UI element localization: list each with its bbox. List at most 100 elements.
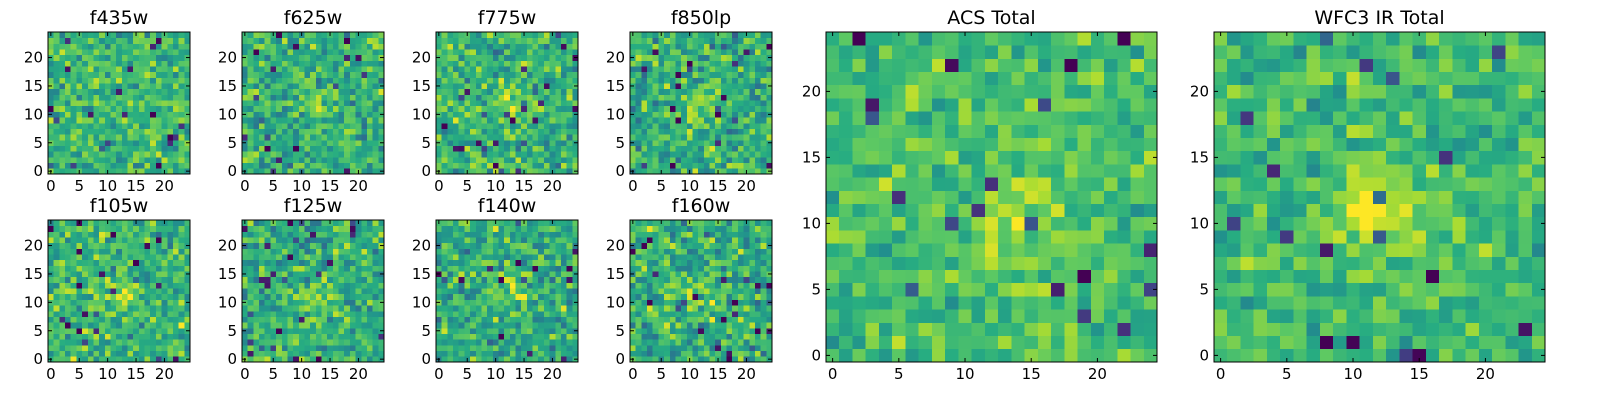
heatmap-cell [178, 66, 185, 73]
heatmap-cell [332, 156, 339, 164]
heatmap-cell [378, 156, 385, 164]
heatmap-cell [349, 327, 356, 334]
heatmap-cell [99, 265, 106, 272]
heatmap-cell [481, 322, 488, 329]
heatmap-cell [658, 299, 665, 306]
heatmap-cell [675, 88, 682, 95]
heatmap-cell [703, 111, 710, 118]
heatmap-cell [732, 122, 739, 129]
heatmap-cell [82, 88, 89, 95]
heatmap-cell [104, 276, 111, 283]
heatmap-cell [121, 339, 128, 346]
heatmap-cell [82, 83, 89, 90]
heatmap-cell [436, 43, 443, 50]
heatmap-cell [99, 333, 106, 340]
heatmap-cell [247, 43, 254, 50]
heatmap-cell [532, 94, 539, 101]
heatmap-cell [492, 145, 499, 152]
heatmap-cell [681, 77, 688, 84]
heatmap-cell [281, 32, 288, 39]
heatmap-cell [247, 37, 254, 44]
heatmap-cell [93, 151, 100, 158]
heatmap-cell [304, 49, 311, 56]
heatmap-cell [332, 327, 339, 334]
heatmap-cell [458, 32, 465, 39]
heatmap-cell [315, 322, 322, 329]
heatmap-cell [48, 156, 55, 164]
heatmap-cell [172, 316, 180, 323]
heatmap-cell [116, 156, 123, 164]
heatmap-cell [59, 162, 66, 169]
heatmap-cell [532, 151, 539, 158]
heatmap-cell [155, 151, 162, 158]
heatmap-cell [59, 242, 66, 249]
heatmap-cell [82, 220, 89, 227]
heatmap-cell [321, 327, 328, 334]
heatmap-cell [144, 356, 151, 363]
heatmap-cell [172, 32, 180, 39]
heatmap-cell [65, 43, 72, 50]
heatmap-cell [253, 32, 260, 39]
heatmap-cell [161, 151, 168, 158]
heatmap-cell [315, 162, 322, 169]
y-tick-label: 15 [218, 77, 237, 95]
heatmap-cell [121, 151, 128, 158]
heatmap-cell [361, 299, 368, 306]
heatmap-cell [475, 122, 482, 129]
heatmap-cell [566, 305, 573, 312]
heatmap-cell [178, 288, 185, 295]
heatmap-cell [184, 225, 191, 232]
heatmap-cell [754, 299, 762, 306]
heatmap-cell [133, 122, 140, 129]
heatmap-cell [532, 100, 539, 107]
heatmap-cell [138, 128, 145, 135]
heatmap-cell [287, 168, 294, 175]
heatmap-cell [509, 356, 516, 363]
heatmap-cell [87, 162, 94, 169]
heatmap-cell [441, 94, 448, 101]
heatmap-cell [372, 288, 379, 295]
heatmap-cell [253, 105, 260, 112]
heatmap-cell [498, 254, 505, 261]
heatmap-cell [692, 134, 699, 141]
heatmap-cell [338, 128, 345, 135]
heatmap-cell [104, 322, 111, 329]
heatmap-cell [447, 122, 454, 129]
heatmap-cell [184, 350, 191, 357]
heatmap-cell [378, 259, 385, 266]
heatmap-cell [116, 225, 123, 232]
heatmap-cell [315, 139, 322, 146]
heatmap-cell [264, 54, 271, 61]
heatmap-cell [87, 66, 94, 73]
heatmap-cell [298, 145, 305, 152]
heatmap-cell [652, 128, 659, 135]
heatmap-cell [487, 220, 494, 227]
heatmap-cell [481, 225, 488, 232]
heatmap-cell [464, 305, 471, 312]
heatmap-cell [470, 288, 477, 295]
heatmap-cell [133, 162, 140, 169]
heatmap-cell [82, 293, 89, 300]
heatmap-cell [133, 117, 140, 124]
heatmap-cell [121, 88, 128, 95]
heatmap-cell [669, 139, 676, 146]
heatmap-cell [242, 248, 249, 255]
heatmap-cell [538, 111, 545, 118]
heatmap-cell [698, 77, 705, 84]
heatmap-cell [492, 271, 499, 278]
heatmap-cell [259, 94, 266, 101]
heatmap-cell [572, 134, 579, 141]
heatmap-cell [270, 49, 277, 56]
heatmap-cell [65, 231, 72, 238]
heatmap-cell [361, 327, 368, 334]
heatmap-cell [338, 322, 345, 329]
heatmap-cell [349, 305, 356, 312]
heatmap-cell [178, 276, 185, 283]
heatmap-cell [110, 162, 117, 169]
heatmap-cell [167, 327, 174, 334]
heatmap-cell [715, 276, 722, 283]
heatmap-cell [155, 71, 162, 78]
heatmap-cell [184, 310, 191, 317]
heatmap-cell [355, 276, 362, 283]
heatmap-cell [669, 339, 676, 346]
